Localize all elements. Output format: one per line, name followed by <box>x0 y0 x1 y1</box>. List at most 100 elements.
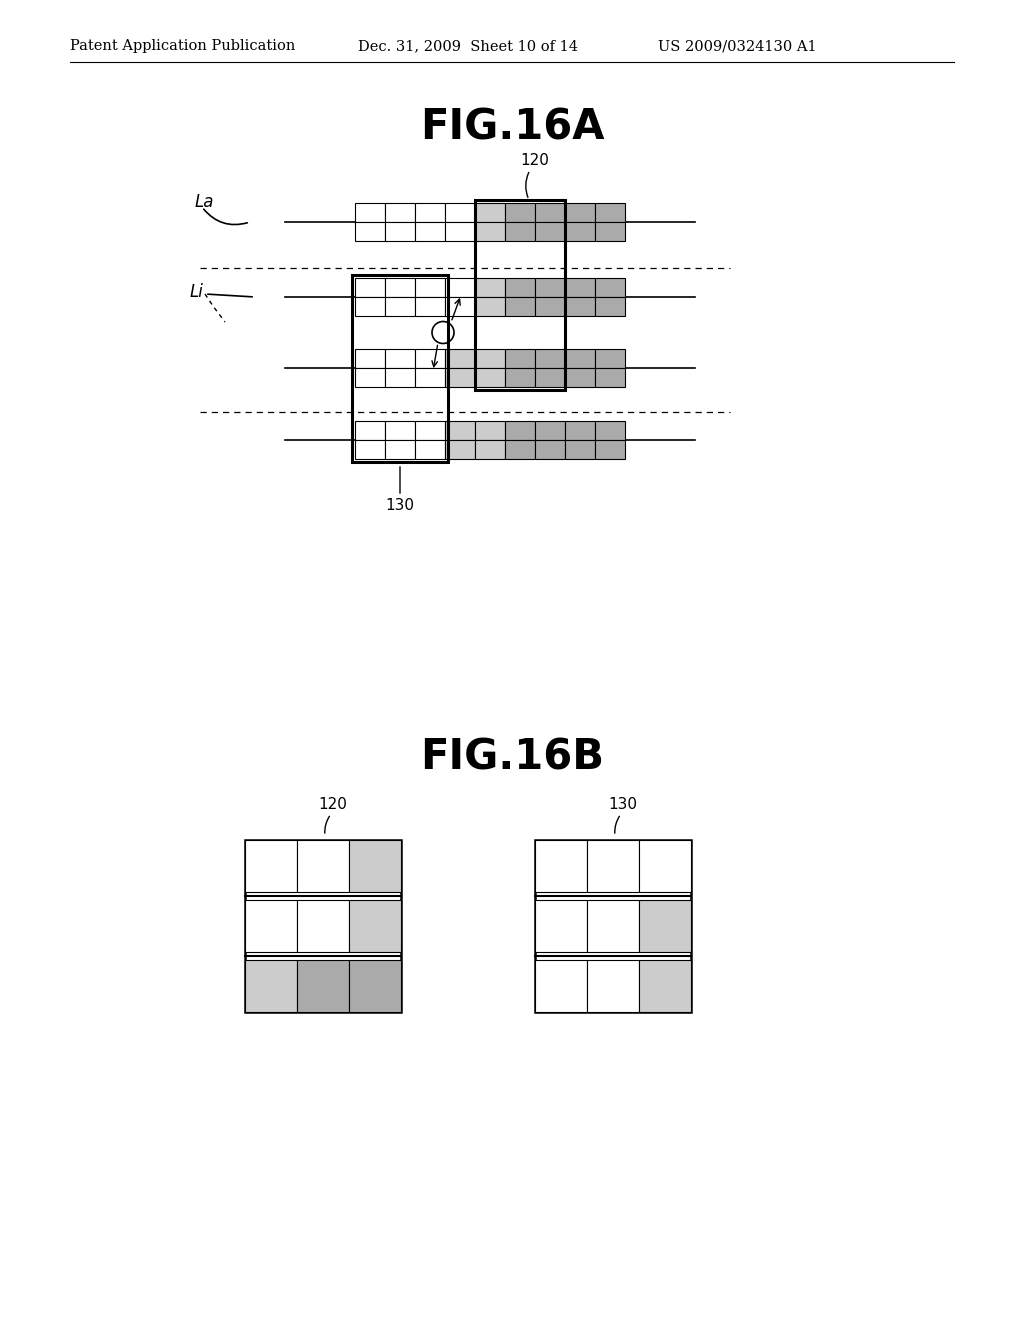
Bar <box>445 279 475 297</box>
Bar <box>535 840 691 1012</box>
Bar <box>475 203 505 222</box>
Bar <box>445 440 475 459</box>
Bar <box>297 960 349 1012</box>
Bar <box>445 421 475 440</box>
Bar <box>595 297 625 315</box>
Text: 130: 130 <box>385 498 415 513</box>
Bar <box>445 348 475 368</box>
Bar <box>535 279 565 297</box>
Text: FIG.16A: FIG.16A <box>420 107 604 149</box>
Bar <box>535 421 565 440</box>
Bar <box>595 440 625 459</box>
Bar <box>475 368 505 387</box>
Bar <box>349 960 401 1012</box>
Bar <box>639 900 691 952</box>
Bar <box>535 297 565 315</box>
Bar <box>475 222 505 242</box>
Bar <box>385 421 415 440</box>
Bar <box>385 222 415 242</box>
Bar <box>245 840 297 892</box>
Bar <box>565 279 595 297</box>
Bar <box>385 297 415 315</box>
Bar <box>297 900 349 952</box>
Bar <box>355 421 385 440</box>
Bar <box>505 421 535 440</box>
Bar <box>505 203 535 222</box>
Bar <box>385 440 415 459</box>
Bar <box>355 222 385 242</box>
Bar <box>587 840 639 892</box>
Bar <box>355 297 385 315</box>
Bar <box>355 440 385 459</box>
Bar <box>475 421 505 440</box>
Bar <box>535 440 565 459</box>
Bar <box>639 960 691 1012</box>
Bar <box>385 279 415 297</box>
Bar <box>445 203 475 222</box>
Bar <box>349 900 401 952</box>
Bar <box>415 222 445 242</box>
Bar <box>639 840 691 892</box>
Bar <box>475 440 505 459</box>
Bar <box>245 960 297 1012</box>
Bar <box>595 368 625 387</box>
Text: La: La <box>195 193 214 211</box>
Bar <box>595 222 625 242</box>
Bar <box>565 348 595 368</box>
Text: Dec. 31, 2009  Sheet 10 of 14: Dec. 31, 2009 Sheet 10 of 14 <box>358 40 578 53</box>
Bar <box>535 348 565 368</box>
Bar <box>415 297 445 315</box>
Text: 120: 120 <box>520 153 550 168</box>
Bar <box>535 222 565 242</box>
Bar <box>245 900 297 952</box>
Bar <box>415 279 445 297</box>
Bar <box>297 840 349 892</box>
Bar <box>385 368 415 387</box>
Bar <box>535 368 565 387</box>
Bar <box>475 348 505 368</box>
Bar <box>415 368 445 387</box>
Bar <box>385 348 415 368</box>
Text: FIG.16B: FIG.16B <box>420 737 604 779</box>
Bar <box>415 440 445 459</box>
Bar <box>535 900 587 952</box>
Text: Li: Li <box>190 282 204 301</box>
Bar <box>565 222 595 242</box>
Bar <box>595 348 625 368</box>
Bar <box>355 348 385 368</box>
Bar <box>445 222 475 242</box>
Bar <box>565 440 595 459</box>
Bar <box>245 840 401 1012</box>
Bar <box>352 275 449 462</box>
Bar <box>595 203 625 222</box>
Bar <box>355 279 385 297</box>
Bar <box>505 297 535 315</box>
Bar <box>505 222 535 242</box>
Bar <box>595 421 625 440</box>
Bar <box>505 279 535 297</box>
Bar <box>475 201 565 389</box>
Bar <box>565 368 595 387</box>
Bar <box>475 297 505 315</box>
Bar <box>505 368 535 387</box>
Bar <box>565 203 595 222</box>
Bar <box>505 440 535 459</box>
Bar <box>415 421 445 440</box>
Bar <box>595 279 625 297</box>
Text: 130: 130 <box>608 797 638 812</box>
Bar <box>587 900 639 952</box>
Bar <box>415 203 445 222</box>
Bar <box>535 203 565 222</box>
Bar <box>385 203 415 222</box>
Text: 120: 120 <box>318 797 347 812</box>
Bar <box>565 297 595 315</box>
Bar <box>355 368 385 387</box>
Bar <box>535 960 587 1012</box>
Bar <box>445 297 475 315</box>
Bar <box>565 421 595 440</box>
Bar <box>445 368 475 387</box>
Bar <box>415 348 445 368</box>
Bar <box>535 840 587 892</box>
Bar <box>587 960 639 1012</box>
Bar <box>349 840 401 892</box>
